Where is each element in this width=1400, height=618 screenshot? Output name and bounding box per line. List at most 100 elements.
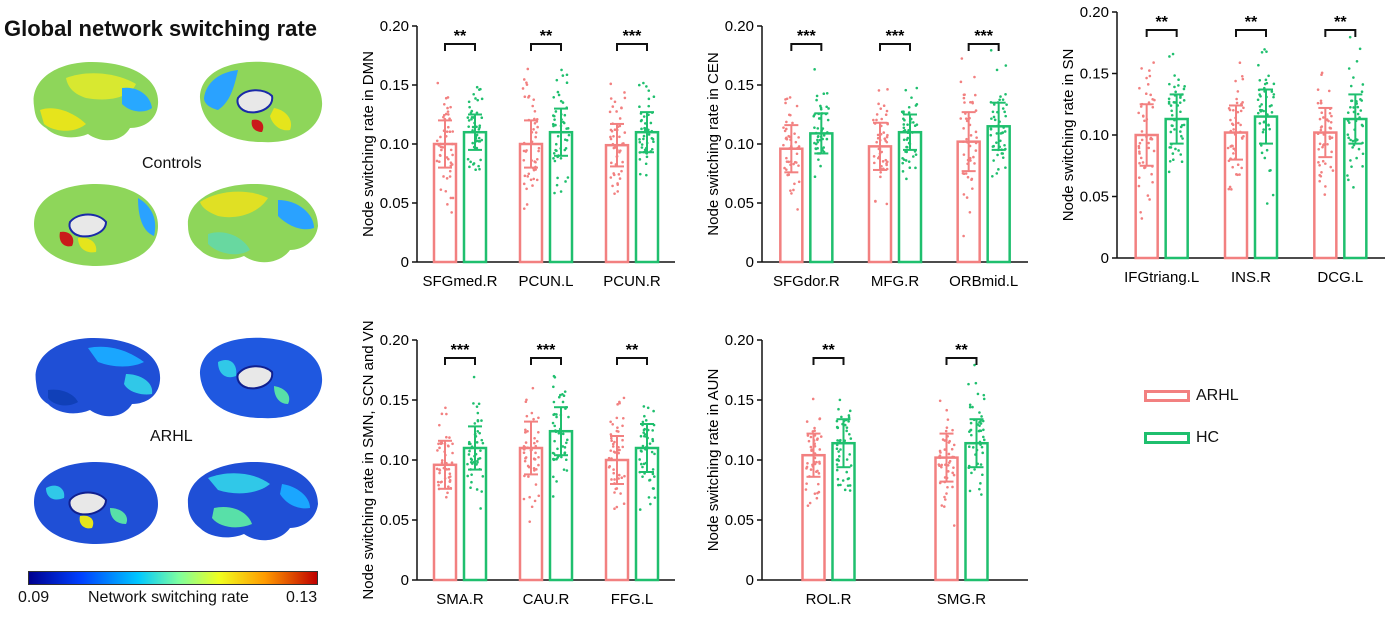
data-point	[553, 191, 556, 195]
data-point	[522, 78, 526, 81]
x-tick-label: ORBmid.L	[949, 273, 1018, 290]
x-tick-label: SMA.R	[436, 591, 484, 608]
data-point	[1270, 111, 1274, 114]
y-tick-label: 0.20	[725, 332, 754, 349]
data-point	[1322, 116, 1325, 119]
data-point	[1001, 107, 1005, 110]
brain-arhl-lateral-left	[35, 338, 161, 417]
data-point	[526, 175, 530, 178]
data-point	[1358, 47, 1362, 51]
data-point	[973, 93, 977, 97]
data-point	[609, 97, 613, 100]
data-point	[565, 441, 568, 445]
data-point	[914, 104, 918, 107]
data-point	[644, 419, 648, 422]
data-point	[1171, 52, 1175, 56]
data-point	[1272, 82, 1276, 86]
data-point	[552, 114, 556, 118]
data-point	[534, 160, 537, 164]
data-point	[451, 451, 454, 455]
data-point	[1149, 137, 1152, 141]
data-point	[785, 168, 788, 171]
data-point	[1352, 186, 1355, 189]
data-point	[1268, 104, 1272, 108]
data-point	[641, 420, 645, 424]
data-point	[1149, 93, 1152, 97]
y-tick-label: 0.10	[1080, 127, 1109, 144]
data-point	[648, 442, 652, 445]
data-point	[559, 393, 562, 397]
data-point	[1174, 147, 1177, 151]
data-point	[982, 397, 986, 401]
data-point	[904, 88, 908, 92]
data-point	[555, 183, 559, 187]
data-point	[885, 140, 889, 144]
data-point	[886, 160, 889, 164]
data-point	[872, 161, 876, 165]
data-point	[640, 127, 643, 131]
data-point	[1004, 114, 1008, 118]
data-point	[469, 442, 472, 446]
data-point	[609, 137, 613, 141]
data-point	[1230, 122, 1234, 126]
data-point	[826, 118, 830, 122]
data-point	[613, 100, 617, 104]
y-axis-label: Node switching rate in SN	[1060, 49, 1077, 222]
data-point	[618, 448, 621, 452]
x-tick-label: ROL.R	[806, 591, 852, 608]
data-point	[563, 390, 567, 393]
data-point	[849, 464, 853, 467]
data-point	[952, 466, 955, 469]
data-point	[645, 85, 648, 88]
data-point	[968, 210, 972, 214]
data-point	[1141, 115, 1145, 118]
data-point	[812, 114, 816, 118]
data-point	[872, 118, 875, 122]
data-point	[1148, 198, 1151, 201]
data-point	[991, 174, 994, 178]
data-point	[524, 441, 528, 444]
data-point	[971, 187, 974, 190]
data-point	[879, 107, 883, 110]
data-point	[960, 57, 964, 60]
data-point	[534, 444, 538, 448]
data-point	[1329, 120, 1333, 124]
data-point	[440, 412, 444, 416]
data-point	[839, 441, 842, 444]
data-point	[531, 104, 534, 108]
data-point	[533, 457, 536, 461]
data-point	[621, 438, 624, 442]
data-point	[1318, 163, 1321, 167]
data-point	[815, 98, 818, 102]
data-point	[940, 504, 944, 507]
data-point	[789, 113, 792, 117]
data-point	[1229, 118, 1232, 122]
data-point	[1263, 48, 1266, 51]
data-point	[448, 436, 451, 439]
data-point	[903, 118, 906, 122]
data-point	[535, 440, 539, 443]
y-tick-label: 0.20	[380, 18, 409, 35]
data-point	[1138, 141, 1142, 145]
data-point	[535, 178, 539, 182]
data-point	[883, 137, 887, 141]
data-point	[967, 382, 970, 386]
data-point	[1179, 125, 1183, 129]
data-point	[846, 484, 850, 487]
data-point	[534, 131, 538, 134]
data-point	[946, 470, 950, 473]
data-point	[1330, 114, 1333, 118]
data-point	[613, 192, 616, 195]
data-point	[530, 411, 534, 415]
data-point	[609, 135, 612, 139]
legend-label-hc: HC	[1196, 429, 1220, 446]
data-point	[845, 429, 848, 433]
x-tick-label: SMG.R	[937, 591, 986, 608]
data-point	[475, 111, 479, 115]
legend-swatch-hc	[1144, 432, 1190, 444]
data-point	[612, 172, 615, 175]
significance-bracket	[879, 43, 911, 51]
data-point	[1330, 136, 1334, 139]
data-point	[904, 150, 907, 153]
data-point	[567, 415, 570, 419]
